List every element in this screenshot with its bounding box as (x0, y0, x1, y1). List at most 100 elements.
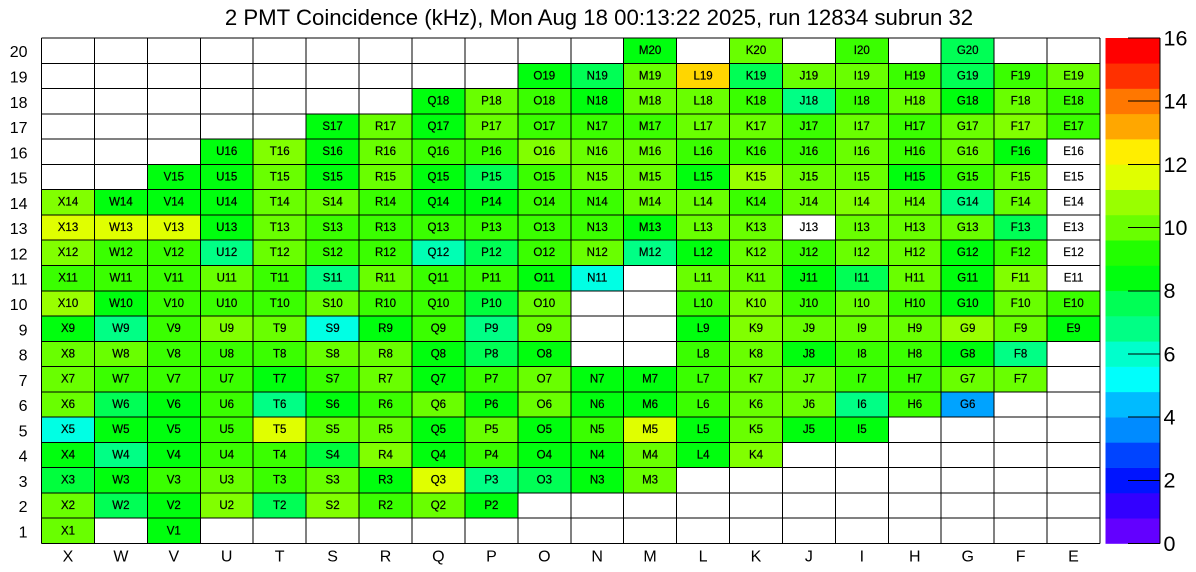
svg-text:M12: M12 (639, 247, 661, 259)
svg-text:R8: R8 (378, 348, 393, 360)
svg-text:J12: J12 (800, 247, 819, 259)
svg-text:L18: L18 (694, 96, 713, 108)
svg-text:V5: V5 (167, 424, 181, 436)
svg-text:K8: K8 (749, 348, 763, 360)
svg-text:M5: M5 (642, 424, 658, 436)
svg-text:R9: R9 (378, 323, 393, 335)
svg-text:V2: V2 (167, 500, 181, 512)
svg-text:K12: K12 (746, 247, 766, 259)
svg-text:X5: X5 (61, 424, 75, 436)
svg-text:F14: F14 (1011, 197, 1031, 209)
svg-text:E10: E10 (1063, 298, 1083, 310)
svg-text:R: R (380, 548, 392, 565)
svg-text:H7: H7 (907, 374, 922, 386)
svg-text:X10: X10 (58, 298, 78, 310)
svg-text:E12: E12 (1063, 247, 1083, 259)
svg-text:X11: X11 (58, 273, 78, 285)
svg-text:O18: O18 (533, 96, 555, 108)
svg-text:O19: O19 (533, 70, 555, 82)
svg-text:V8: V8 (167, 348, 181, 360)
svg-text:H11: H11 (905, 273, 925, 285)
svg-text:Q6: Q6 (431, 399, 446, 411)
svg-text:R7: R7 (378, 374, 393, 386)
svg-text:K6: K6 (749, 399, 763, 411)
svg-text:R4: R4 (378, 449, 393, 461)
svg-text:L14: L14 (694, 197, 714, 209)
svg-text:U7: U7 (219, 374, 234, 386)
svg-text:4: 4 (1164, 406, 1176, 430)
svg-text:M20: M20 (639, 45, 661, 57)
svg-text:H10: H10 (904, 298, 925, 310)
svg-text:U5: U5 (219, 424, 234, 436)
svg-text:N7: N7 (590, 374, 605, 386)
svg-text:Q3: Q3 (431, 475, 446, 487)
svg-text:I7: I7 (857, 374, 867, 386)
svg-text:5: 5 (19, 423, 28, 440)
svg-text:Q15: Q15 (428, 171, 450, 183)
svg-text:S4: S4 (326, 449, 341, 461)
svg-text:F15: F15 (1011, 171, 1031, 183)
svg-text:S9: S9 (326, 323, 340, 335)
svg-text:T15: T15 (270, 171, 290, 183)
svg-text:K: K (751, 548, 762, 565)
svg-text:14: 14 (1164, 90, 1188, 114)
svg-text:U11: U11 (217, 273, 237, 285)
svg-text:9: 9 (19, 322, 28, 339)
svg-text:X: X (63, 548, 74, 565)
svg-text:K7: K7 (749, 374, 763, 386)
svg-text:X3: X3 (61, 475, 75, 487)
svg-text:N12: N12 (587, 247, 608, 259)
svg-text:O8: O8 (537, 348, 552, 360)
svg-text:S8: S8 (326, 348, 340, 360)
svg-text:U13: U13 (216, 222, 237, 234)
svg-text:W11: W11 (110, 273, 133, 285)
svg-text:J19: J19 (800, 70, 819, 82)
svg-text:K11: K11 (746, 273, 766, 285)
svg-text:U12: U12 (216, 247, 237, 259)
svg-text:P14: P14 (481, 197, 502, 209)
svg-text:I8: I8 (857, 348, 867, 360)
svg-text:S17: S17 (322, 121, 342, 133)
svg-text:L10: L10 (694, 298, 713, 310)
svg-text:T13: T13 (270, 222, 290, 234)
svg-text:E9: E9 (1066, 323, 1080, 335)
svg-text:N13: N13 (587, 222, 608, 234)
svg-text:6: 6 (19, 398, 28, 415)
svg-text:S3: S3 (326, 475, 340, 487)
svg-text:L7: L7 (697, 374, 710, 386)
svg-text:H6: H6 (907, 399, 922, 411)
svg-text:R6: R6 (378, 399, 393, 411)
svg-text:K17: K17 (746, 121, 766, 133)
svg-text:L17: L17 (694, 121, 713, 133)
svg-text:Q7: Q7 (431, 374, 446, 386)
svg-text:U15: U15 (216, 171, 237, 183)
svg-text:O17: O17 (533, 121, 555, 133)
svg-text:P6: P6 (484, 399, 498, 411)
svg-text:K13: K13 (746, 222, 766, 234)
svg-text:J18: J18 (800, 96, 819, 108)
svg-text:E17: E17 (1063, 121, 1083, 133)
svg-text:U16: U16 (216, 146, 237, 158)
svg-text:K15: K15 (746, 171, 766, 183)
svg-text:F10: F10 (1011, 298, 1031, 310)
svg-text:N11: N11 (587, 273, 607, 285)
svg-text:O13: O13 (533, 222, 555, 234)
svg-text:Q5: Q5 (431, 424, 446, 436)
svg-text:18: 18 (10, 95, 28, 112)
svg-text:M3: M3 (642, 475, 658, 487)
svg-text:W6: W6 (112, 399, 129, 411)
svg-text:19: 19 (10, 70, 28, 87)
svg-text:H17: H17 (904, 121, 925, 133)
svg-text:J: J (805, 548, 813, 565)
svg-text:M15: M15 (639, 171, 661, 183)
svg-text:M19: M19 (639, 70, 661, 82)
svg-text:N3: N3 (590, 475, 605, 487)
svg-text:H13: H13 (904, 222, 925, 234)
svg-text:G15: G15 (957, 171, 979, 183)
svg-text:I20: I20 (854, 45, 870, 57)
svg-text:R12: R12 (375, 247, 396, 259)
svg-text:T: T (275, 548, 285, 565)
svg-text:P7: P7 (484, 374, 498, 386)
svg-text:L6: L6 (697, 399, 710, 411)
svg-text:L19: L19 (694, 70, 713, 82)
